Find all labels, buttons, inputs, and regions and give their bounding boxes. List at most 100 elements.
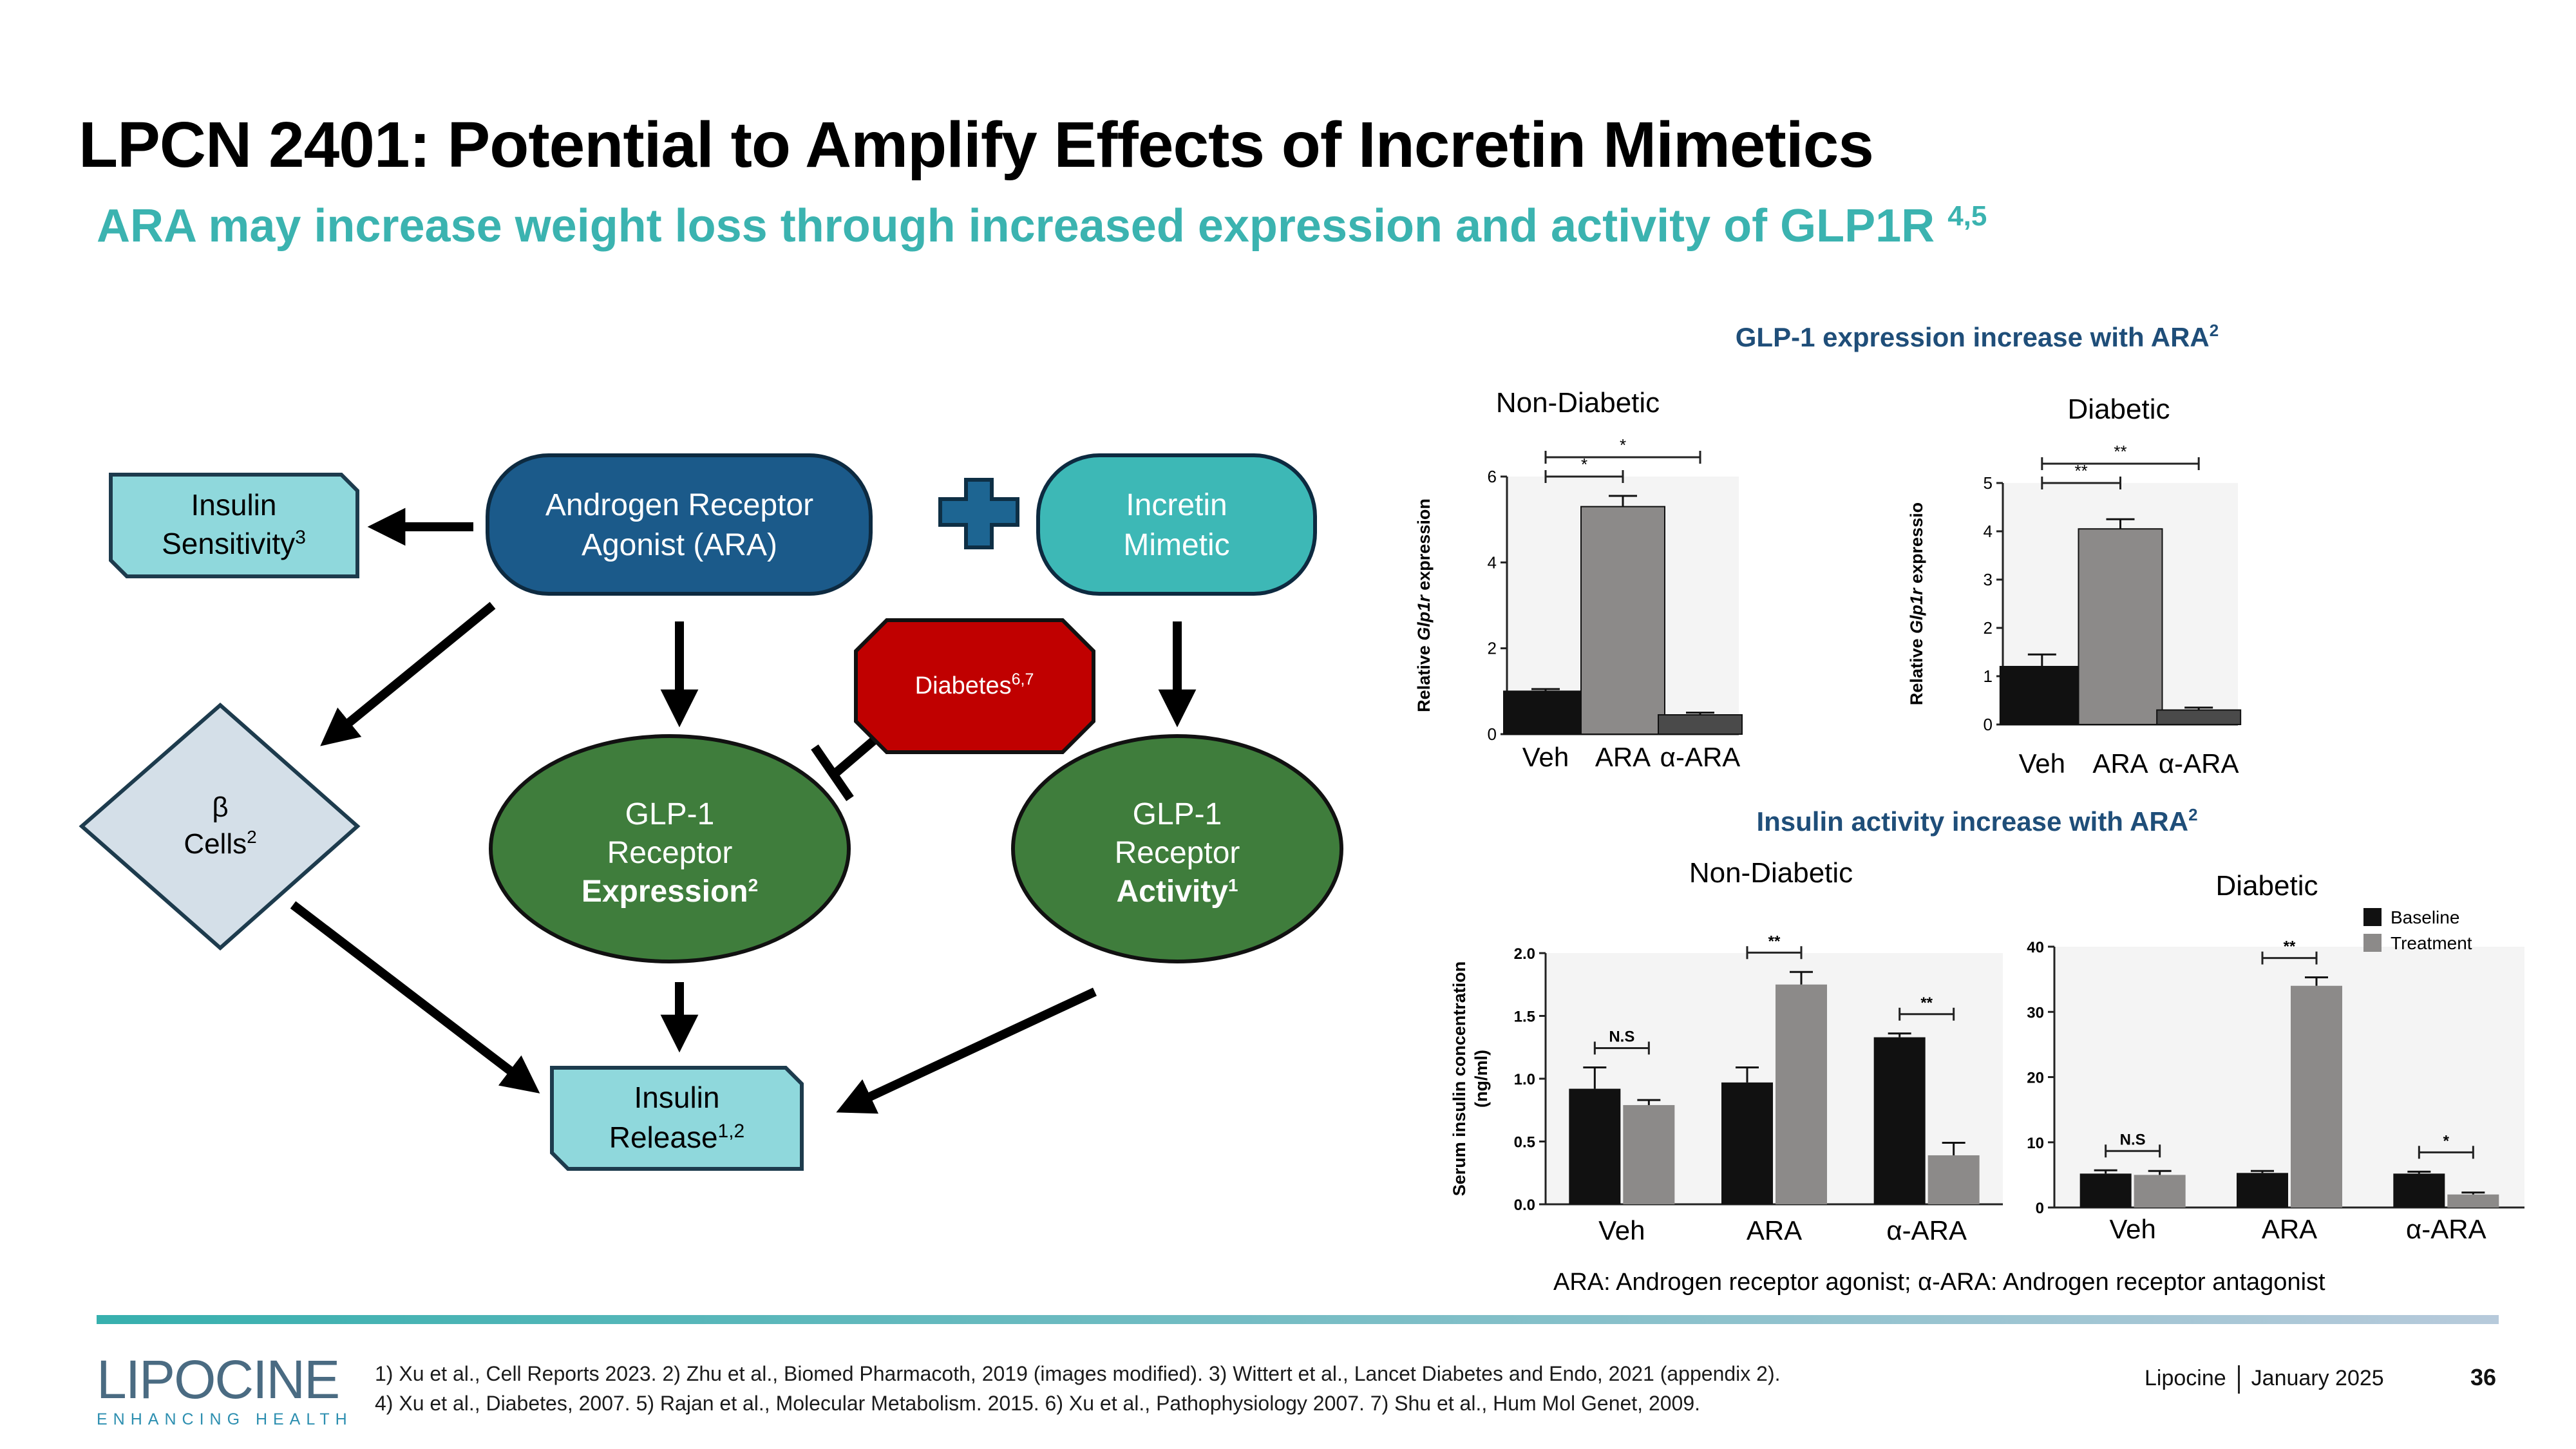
plot-background [2054, 947, 2524, 1208]
bar-baseline [1873, 1037, 1926, 1204]
y-axis-label: Serum insulin concentration [1450, 961, 1469, 1197]
bar-baseline [2393, 1173, 2445, 1208]
insulin-sensitivity-box: Insulin Sensitivity3 [109, 473, 359, 578]
references-line2: 4) Xu et al., Diabetes, 2007. 5) Rajan e… [375, 1392, 1701, 1415]
bar-treatment [2447, 1194, 2499, 1208]
significance-label: ** [2114, 442, 2126, 461]
y-tick-label: 0 [1984, 715, 1993, 734]
bar [2078, 528, 2163, 725]
significance-label: ** [2284, 938, 2296, 956]
significance-label: ** [1768, 933, 1781, 950]
release-line1: Insulin [634, 1081, 720, 1114]
bar [2156, 709, 2242, 725]
y-tick-label: 40 [2027, 939, 2044, 956]
flow-diagram: Insulin Sensitivity3 Androgen Receptor A… [79, 453, 1343, 1171]
legend-label: Treatment [2391, 933, 2472, 953]
x-category-label: α-ARA [2406, 1214, 2486, 1244]
y-tick-label: 0.5 [1514, 1134, 1535, 1151]
significance-label: ** [2075, 461, 2088, 480]
chart-title: Diabetic [2216, 870, 2318, 902]
x-category-label: Veh [2109, 1214, 2155, 1244]
x-category-label: α-ARA [1660, 742, 1741, 772]
glp1-activity-ellipse: GLP-1 Receptor Activity1 [1011, 734, 1343, 963]
expression-line2: Receptor [607, 836, 733, 870]
page-title: LPCN 2401: Potential to Amplify Effects … [79, 109, 1874, 181]
y-tick-label: 2.0 [1514, 945, 1535, 963]
y-tick-label: 2 [1488, 639, 1497, 658]
bar-treatment [1927, 1155, 1980, 1204]
bar [1580, 506, 1665, 735]
bar-baseline [1721, 1082, 1773, 1204]
page-number: 36 [2470, 1364, 2497, 1390]
beta-line1: β [212, 791, 228, 823]
references-line1: 1) Xu et al., Cell Reports 2023. 2) Zhu … [375, 1362, 1781, 1385]
chart-1: Non-Diabetic 0 2 4 6 Relative Glp1r expressio… [1414, 387, 1743, 772]
y-axis-label: Relative Glp1r expressio [1907, 502, 1926, 705]
bar-treatment [1623, 1104, 1675, 1204]
y-tick-label: 30 [2027, 1004, 2044, 1021]
beta-line2: Cells2 [184, 827, 256, 860]
footer-company: Lipocine [2145, 1365, 2226, 1390]
incretin-line2: Mimetic [1123, 528, 1229, 562]
expression-line1: GLP-1 [625, 797, 715, 831]
page-subtitle: ARA may increase weight loss through inc… [97, 200, 1987, 252]
bar-treatment [2134, 1175, 2186, 1208]
bar-baseline [2237, 1173, 2288, 1208]
y-tick-label: 1.0 [1514, 1071, 1535, 1088]
release-line2: Release1,2 [609, 1121, 745, 1154]
ara-box: Androgen Receptor Agonist (ARA) [486, 453, 873, 596]
plot-background [1546, 953, 2003, 1204]
insulin-release-box: Insulin Release1,2 [550, 1066, 804, 1171]
y-axis-label-units: (ng/ml) [1472, 1050, 1491, 1108]
sensitivity-line1: Insulin [191, 488, 277, 522]
plus-icon [938, 478, 1019, 549]
x-category-label: ARA [2262, 1214, 2317, 1244]
y-tick-label: 3 [1984, 570, 1993, 589]
legend-swatch [2363, 908, 2382, 926]
activity-line3: Activity1 [1117, 875, 1238, 909]
x-category-label: Veh [1598, 1215, 1645, 1245]
y-tick-label: 1 [1984, 667, 1993, 686]
y-tick-label: 0 [2036, 1200, 2044, 1217]
charts-panel: GLP-1 expression increase with ARA2 Insu… [1414, 321, 2524, 1245]
expression-line3: Expression2 [582, 875, 758, 909]
footer-divider [97, 1315, 2499, 1324]
significance-label: * [1620, 435, 1626, 455]
footer-separator [2237, 1365, 2240, 1394]
x-category-label: Veh [2019, 748, 2065, 779]
y-tick-label: 0 [1488, 724, 1497, 744]
significance-label: * [2443, 1132, 2450, 1150]
logo-wordmark: LIPOCINE [97, 1349, 340, 1410]
chart-title: Non-Diabetic [1496, 387, 1660, 419]
ara-line1: Androgen Receptor [545, 488, 813, 522]
bar [1503, 690, 1588, 735]
arrow-to-beta-cells [320, 601, 496, 746]
charts-root: Non-Diabetic 0 2 4 6 Relative Glp1r expressio… [1414, 387, 2524, 1245]
y-tick-label: 10 [2027, 1135, 2044, 1152]
x-category-label: ARA [1595, 742, 1651, 772]
y-tick-label: 2 [1984, 618, 1993, 638]
y-tick-label: 6 [1488, 467, 1497, 486]
beta-cells-diamond: β Cells2 [79, 703, 361, 951]
bar-baseline [2079, 1173, 2132, 1208]
diabetes-octagon: Diabetes6,7 [854, 618, 1095, 754]
chart-2: Diabetic 0 1 2 3 4 5 Relative Glp1r expressio Ve… [1907, 393, 2242, 779]
chart-title: Non-Diabetic [1689, 857, 1853, 889]
significance-label: N.S [1609, 1028, 1634, 1045]
glp1-expression-ellipse: GLP-1 Receptor Expression2 [489, 734, 851, 963]
ara-line2: Agonist (ARA) [582, 528, 777, 562]
expression-section-title: GLP-1 expression increase with ARA2 [1736, 321, 2219, 352]
x-category-label: α-ARA [2159, 748, 2239, 779]
x-category-label: ARA [2092, 748, 2148, 779]
legend-label: Baseline [2391, 907, 2459, 927]
legend-swatch [2363, 934, 2382, 952]
y-tick-label: 0.0 [1514, 1197, 1535, 1214]
y-axis-label: Relative Glp1r expression [1414, 498, 1434, 712]
bar-treatment [1776, 984, 1827, 1204]
significance-label: N.S [2120, 1131, 2146, 1148]
footer-date: January 2025 [2251, 1365, 2384, 1390]
subtitle-text: ARA may increase weight loss through inc… [97, 200, 1935, 252]
incretin-line1: Incretin [1126, 488, 1227, 522]
y-tick-label: 20 [2027, 1070, 2044, 1087]
